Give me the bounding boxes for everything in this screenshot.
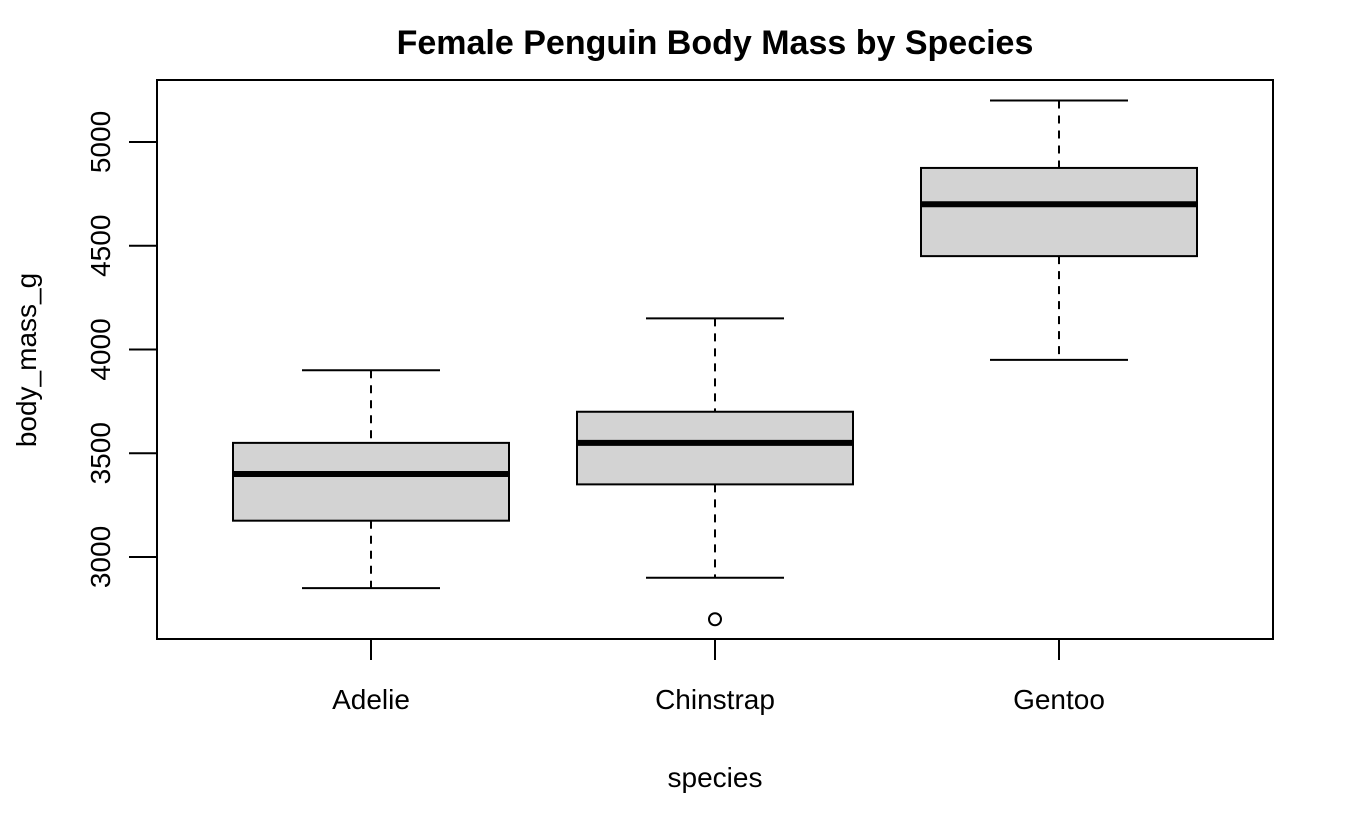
y-axis-label: body_mass_g bbox=[11, 273, 42, 447]
chart-title: Female Penguin Body Mass by Species bbox=[397, 24, 1034, 62]
x-axis: Adelie Chinstrap Gentoo bbox=[332, 638, 1105, 715]
x-tick-label-gentoo: Gentoo bbox=[1013, 684, 1105, 715]
y-tick-label-5000: 5000 bbox=[85, 111, 116, 173]
x-axis-label: species bbox=[668, 762, 763, 793]
box-group-chinstrap bbox=[576, 317, 854, 627]
box-group-gentoo bbox=[920, 99, 1198, 361]
outlier-chinstrap-0 bbox=[708, 612, 722, 627]
y-tick-label-4000: 4000 bbox=[85, 318, 116, 380]
y-tick-label-3000: 3000 bbox=[85, 526, 116, 588]
y-tick-label-4500: 4500 bbox=[85, 215, 116, 277]
x-tick-label-adelie: Adelie bbox=[332, 684, 410, 715]
box-gentoo bbox=[920, 166, 1198, 258]
boxes-layer bbox=[232, 99, 1198, 627]
box-adelie bbox=[232, 441, 510, 522]
x-tick-label-chinstrap: Chinstrap bbox=[655, 684, 775, 715]
box-group-adelie bbox=[232, 369, 510, 590]
box-chinstrap bbox=[576, 410, 854, 486]
y-tick-label-3500: 3500 bbox=[85, 422, 116, 484]
y-axis: 3000 3500 4000 4500 5000 bbox=[85, 111, 158, 588]
